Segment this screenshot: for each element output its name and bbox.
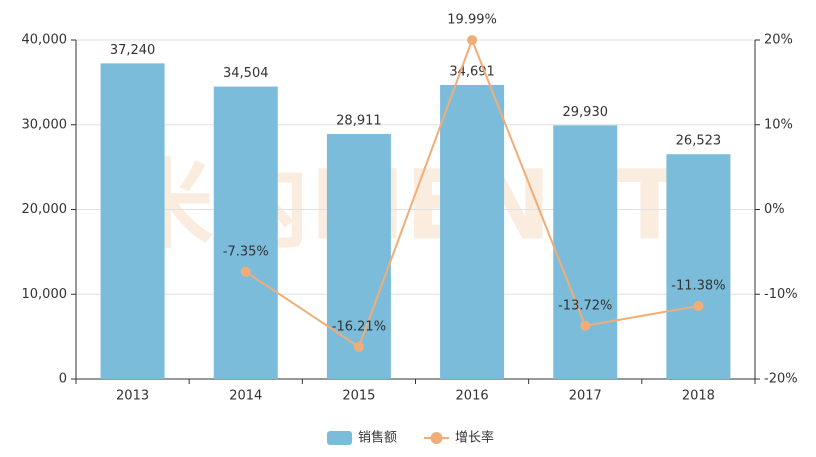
legend-label: 销售额	[358, 430, 397, 446]
y2-tick-label: 0%	[764, 202, 785, 217]
x-tick-label: 2017	[569, 389, 602, 404]
bar	[100, 63, 165, 380]
data-label: 29,930	[563, 105, 609, 120]
data-label: -16.21%	[332, 319, 386, 334]
x-tick-label: 2016	[456, 389, 489, 404]
y-tick-label: 40,000	[22, 33, 68, 48]
x-tick-label: 2015	[342, 389, 375, 404]
data-label: 26,523	[676, 134, 722, 149]
x-tick-label: 2014	[229, 389, 262, 404]
bar	[666, 154, 731, 379]
data-label: -11.38%	[671, 278, 725, 293]
y2-tick-label: 20%	[764, 33, 793, 48]
point	[353, 341, 364, 352]
data-label: 34,691	[449, 64, 495, 79]
legend-label: 增长率	[455, 430, 494, 446]
y-tick-label: 10,000	[22, 287, 68, 302]
y2-tick-label: -20%	[764, 372, 798, 387]
point	[240, 266, 251, 277]
y2-tick-label: 10%	[764, 117, 793, 132]
point	[580, 320, 591, 331]
y-tick-label: 20,000	[22, 202, 68, 217]
bar	[326, 133, 391, 379]
point	[693, 300, 704, 311]
y-tick-label: 30,000	[22, 117, 68, 132]
x-tick-label: 2013	[116, 389, 149, 404]
x-tick-label: 2018	[682, 389, 715, 404]
data-label: 34,504	[223, 66, 269, 81]
bar	[213, 86, 278, 379]
data-label: 28,911	[336, 113, 382, 128]
data-label: 19.99%	[447, 13, 497, 28]
data-label: -13.72%	[558, 298, 612, 313]
point	[467, 35, 478, 46]
y-tick-label: 0	[59, 372, 67, 387]
legend-swatch	[327, 431, 352, 445]
legend-swatch-point	[430, 432, 443, 444]
data-label: 37,240	[110, 43, 156, 58]
bar	[440, 84, 505, 379]
y2-tick-label: -10%	[764, 287, 798, 302]
bar	[553, 125, 618, 379]
data-label: -7.35%	[223, 244, 269, 259]
